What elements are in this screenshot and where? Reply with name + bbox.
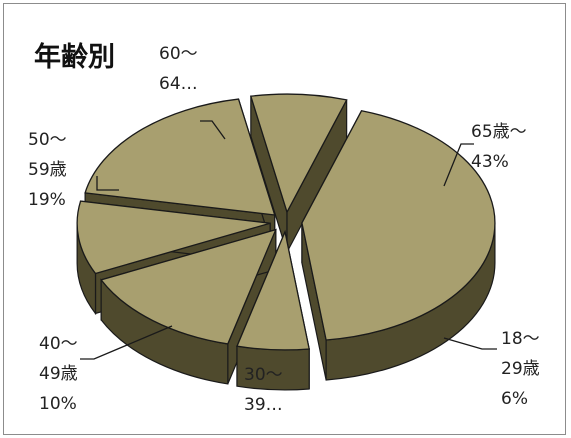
slice-top-face [236, 229, 310, 351]
pie-chart: 年齢別 65歳～ 43% 18～ 29歳 6% 30～ 39… 40～ 49歳 10% 50～ 59歳… [28, 41, 540, 415]
leader-line [443, 143, 474, 187]
slice-top-face [301, 109, 496, 341]
slice-label: 29歳 [501, 359, 540, 379]
slice-label: 6% [501, 389, 528, 409]
slice-label: 18～ [501, 329, 540, 349]
chart-frame: 年齢別 65歳～ 43% 18～ 29歳 6% 30～ 39… 40～ 49歳 10% 50～ 59歳… [3, 3, 566, 435]
slice-label: 43% [471, 152, 509, 172]
slice-label: 64… [159, 74, 198, 94]
slice-label: 59歳 [28, 160, 67, 180]
leader-lines [80, 120, 497, 360]
slice-top-face [84, 98, 276, 216]
slice-label: 19% [28, 190, 66, 210]
leader-line [200, 120, 226, 140]
slice-label: 50～ [28, 130, 67, 150]
leader-line [80, 325, 173, 360]
leader-line [443, 337, 497, 350]
slice-label: 60～ [159, 44, 198, 64]
pie-slices [76, 93, 496, 391]
slice-label: 40～ [39, 334, 78, 354]
slice-top-face [76, 200, 271, 275]
pie-slice [301, 109, 496, 381]
chart-title: 年齢別 [34, 41, 115, 73]
pie-slice [100, 228, 277, 385]
slice-label: 49歳 [39, 364, 78, 384]
pie-slice [236, 229, 310, 391]
slice-label: 10% [39, 394, 77, 414]
pie-slice [249, 93, 348, 253]
leader-line [96, 176, 119, 191]
slice-label: 39… [244, 395, 283, 415]
slice-label: 65歳～ [471, 122, 527, 142]
slice-labels: 65歳～ 43% 18～ 29歳 6% 30～ 39… 40～ 49歳 10% 50～ 59歳 19% 6… [28, 44, 540, 415]
slice-top-face [249, 93, 348, 214]
slice-top-face [100, 228, 277, 345]
slice-label: 30～ [244, 365, 283, 385]
